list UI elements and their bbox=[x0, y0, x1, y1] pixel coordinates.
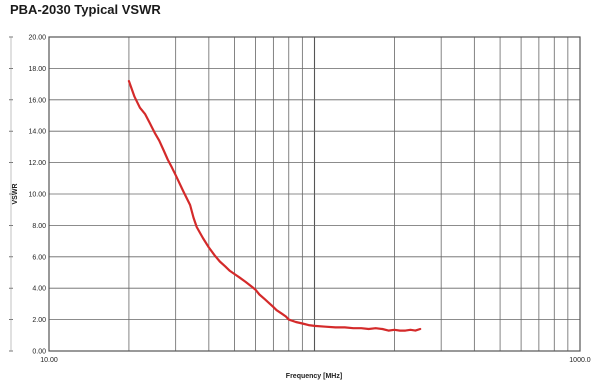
x-axis-label: Frequency [MHz] bbox=[286, 373, 342, 380]
y-axis-ticks: 0.00 2.00 4.00 6.00 8.00 10.00 12.00 14.00 16.00… bbox=[28, 35, 46, 356]
y-tick-label: 6.00 bbox=[32, 254, 46, 261]
x-tick-label: 1000.0 bbox=[569, 357, 591, 364]
grid bbox=[49, 37, 580, 351]
y-tick-label: 12.00 bbox=[28, 160, 46, 167]
y-tick-label: 14.00 bbox=[28, 129, 46, 136]
y-tick-label: 10.00 bbox=[28, 192, 46, 199]
y-tick-label: 2.00 bbox=[32, 317, 46, 324]
series-layer bbox=[127, 79, 422, 332]
outer-tick-marks bbox=[9, 36, 13, 352]
y-tick-label: 16.00 bbox=[28, 97, 46, 104]
y-tick-label: 20.00 bbox=[28, 35, 46, 42]
y-axis-label: VSWR bbox=[12, 184, 19, 205]
y-tick-label: 8.00 bbox=[32, 223, 46, 230]
y-tick-label: 18.00 bbox=[28, 66, 46, 73]
chart-title: PBA-2030 Typical VSWR bbox=[10, 2, 161, 17]
x-axis-ticks: 10.00 1000.0 bbox=[40, 357, 591, 364]
vswr-series-line bbox=[127, 79, 422, 332]
y-tick-label: 4.00 bbox=[32, 286, 46, 293]
plot-border bbox=[48, 36, 581, 352]
x-tick-label: 10.00 bbox=[40, 357, 58, 364]
y-tick-label: 0.00 bbox=[32, 349, 46, 356]
